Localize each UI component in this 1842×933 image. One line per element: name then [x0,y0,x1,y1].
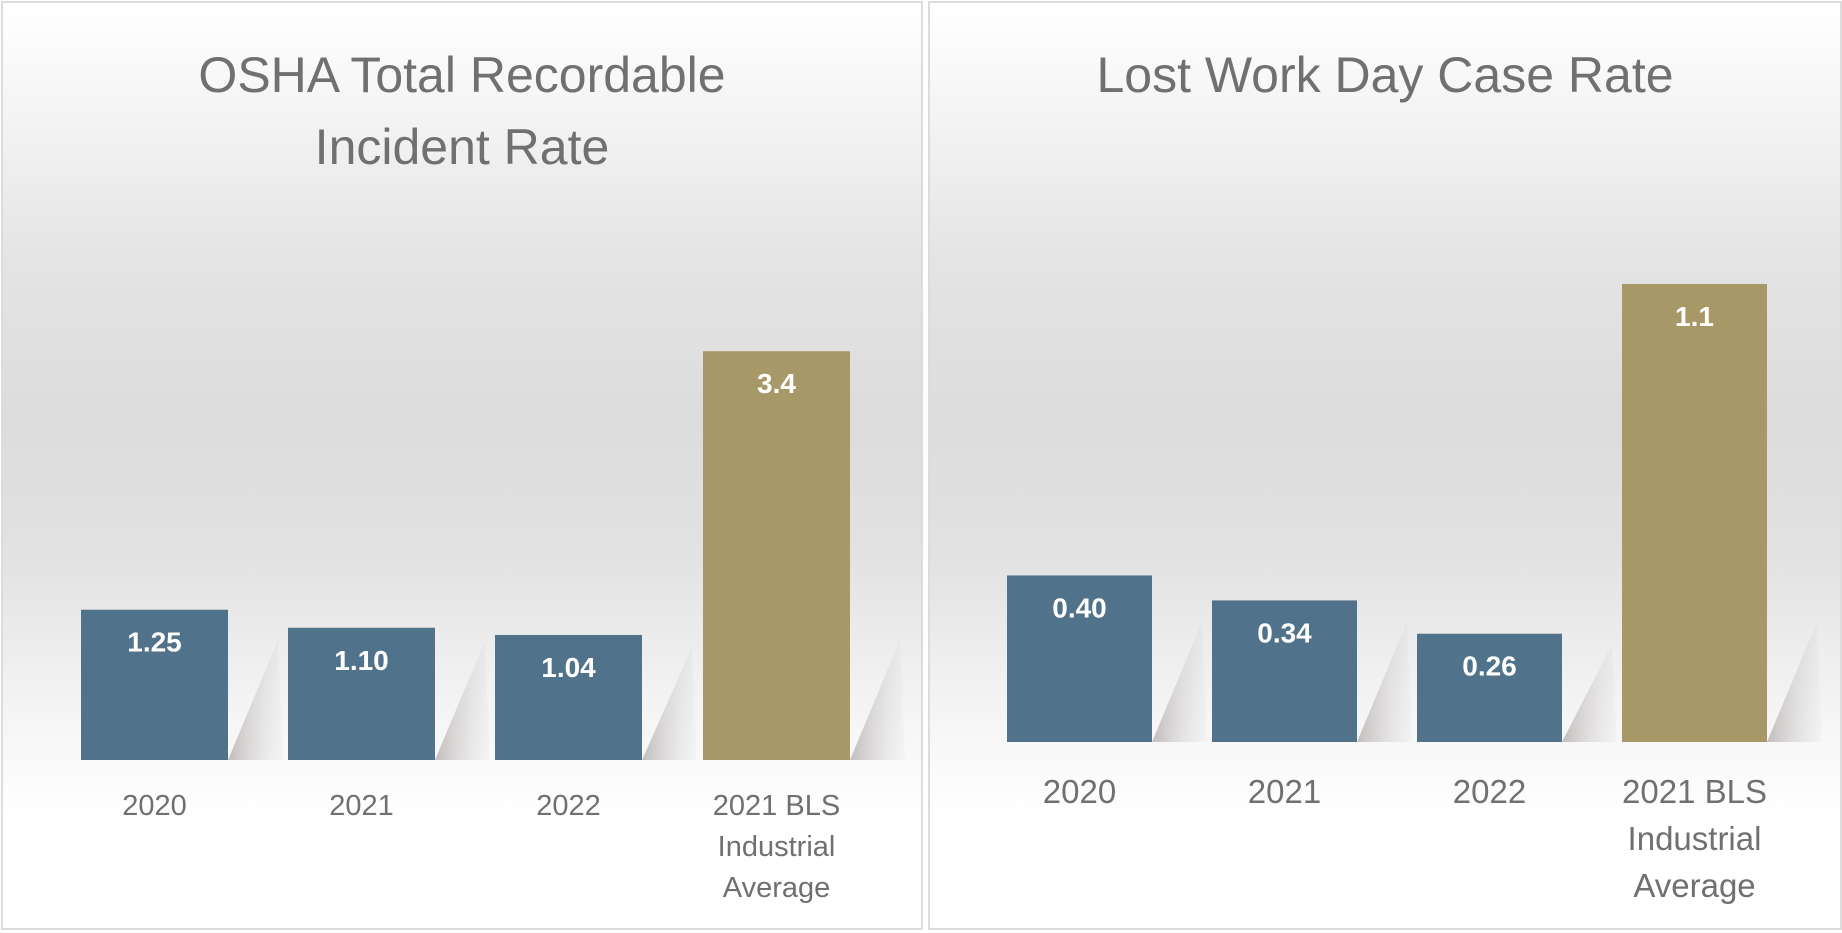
data-label: 3.4 [757,368,796,399]
category-label: 2020 [1043,773,1116,810]
osha-trir-plot: 1.25 2020 1.10 2021 1.04 2022 3.4 2021 BLS Indus… [81,351,905,904]
category-label: 2021 [329,790,394,822]
bar-shadow [1357,622,1412,742]
data-label: 0.26 [1462,651,1517,682]
chart-title: OSHA Total Recordable Incident Rate [198,47,726,175]
bar-shadow [1767,622,1822,742]
category-label: 2021 BLS Industrial Average [1622,773,1767,904]
data-label: 1.04 [541,652,596,683]
lost-work-day-chart-panel: Lost Work Day Case Rate 0.40 2020 0.34 2021… [928,1,1842,930]
bar-2021 [1212,600,1357,742]
bar-shadow [1152,622,1207,742]
data-label: 1.1 [1675,301,1714,332]
bar-2021-bls-industrial-average [1622,283,1767,742]
bar-2021 [288,627,435,760]
bar-2022 [495,634,642,760]
bar-2020 [1007,575,1152,742]
data-label: 0.40 [1052,592,1107,623]
bar-shadow [435,640,490,760]
category-label: 2020 [122,790,187,822]
bar-shadow [850,640,905,760]
bar-2020 [81,609,228,760]
lost-work-day-plot: 0.40 2020 0.34 2021 0.26 2022 1.1 2021 BLS Indus… [1007,283,1822,904]
bar-shadow [1562,644,1617,742]
category-label: 2022 [1453,773,1526,810]
category-label: 2021 BLS Industrial Average [713,790,840,904]
category-label: 2021 [1248,773,1321,810]
osha-trir-chart-panel: OSHA Total Recordable Incident Rate 1.25… [1,1,923,930]
bar-2022 [1417,633,1562,742]
bar-shadow [228,640,283,760]
bar-shadow [642,647,697,760]
category-label: 2022 [536,790,601,822]
data-label: 1.10 [334,645,389,676]
data-label: 1.25 [127,627,182,658]
data-label: 0.34 [1257,617,1312,648]
bar-2021-bls-industrial-average [703,351,850,760]
chart-title: Lost Work Day Case Rate [1096,47,1674,103]
